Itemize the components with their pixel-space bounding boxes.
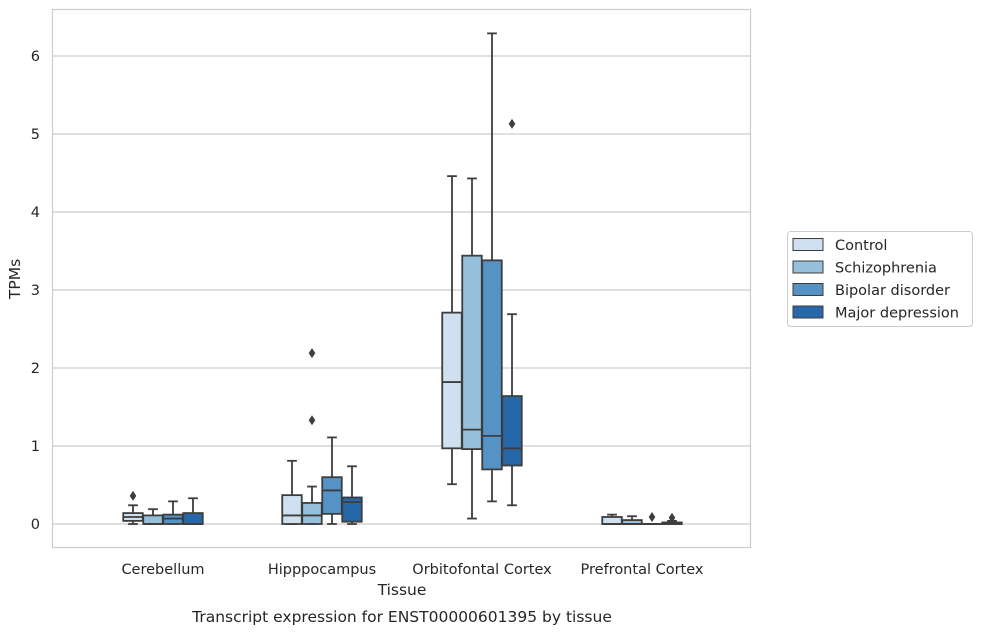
box — [501, 395, 523, 467]
y-tick-labels: 0 1 2 3 4 5 6 — [31, 49, 40, 533]
y-tick-label: 4 — [31, 205, 40, 221]
grid-lines — [52, 55, 751, 525]
y-tick-label: 5 — [31, 127, 40, 143]
plot-area-background — [52, 9, 751, 548]
box — [461, 254, 483, 451]
series-bipolar-disorder — [162, 32, 663, 525]
box — [182, 512, 204, 525]
legend-label: Major depression — [835, 306, 959, 322]
legend-label: Bipolar disorder — [835, 283, 950, 299]
x-tick-label: Orbitofontal Cortex — [412, 562, 552, 578]
series-control — [122, 175, 623, 525]
legend-swatch — [792, 305, 824, 319]
y-tick-label: 1 — [31, 439, 40, 455]
box — [341, 496, 363, 523]
y-tick-label: 6 — [31, 49, 40, 65]
box-outlier — [129, 490, 137, 501]
box-outlier — [308, 348, 316, 359]
legend-label: Control — [835, 238, 887, 254]
legend-swatch — [792, 260, 824, 274]
x-tick-label: Hipppocampus — [268, 562, 376, 578]
series-major-depression — [182, 118, 683, 525]
figure-caption: Transcript expression for ENST0000060139… — [191, 608, 612, 626]
box — [481, 259, 503, 471]
y-axis-label: TPMs — [6, 259, 24, 300]
y-tick-label: 0 — [31, 517, 40, 533]
box — [142, 514, 164, 525]
plot-area-frame — [51, 8, 752, 549]
box-outlier — [308, 415, 316, 426]
box — [601, 516, 623, 525]
box-outlier — [508, 118, 516, 129]
x-tick-labels: Cerebellum Hipppocampus Orbitofontal Corte… — [121, 562, 703, 578]
box — [441, 311, 463, 450]
box — [281, 494, 303, 525]
legend-swatch — [792, 283, 824, 296]
y-tick-label: 2 — [31, 361, 40, 377]
legend-label: Schizophrenia — [835, 261, 937, 277]
box — [321, 476, 343, 515]
box-outlier — [668, 512, 676, 523]
x-tick-label: Prefrontal Cortex — [581, 562, 704, 578]
x-tick-label: Cerebellum — [121, 562, 204, 578]
legend-swatch — [792, 238, 824, 251]
legend: Control Schizophrenia Bipolar disorder Majo… — [787, 231, 973, 327]
y-tick-label: 3 — [31, 283, 40, 299]
box — [301, 502, 323, 525]
x-axis-label: Tissue — [377, 581, 427, 599]
legend-frame — [787, 231, 973, 327]
box-series-group — [122, 32, 683, 525]
box-outlier — [648, 511, 656, 522]
